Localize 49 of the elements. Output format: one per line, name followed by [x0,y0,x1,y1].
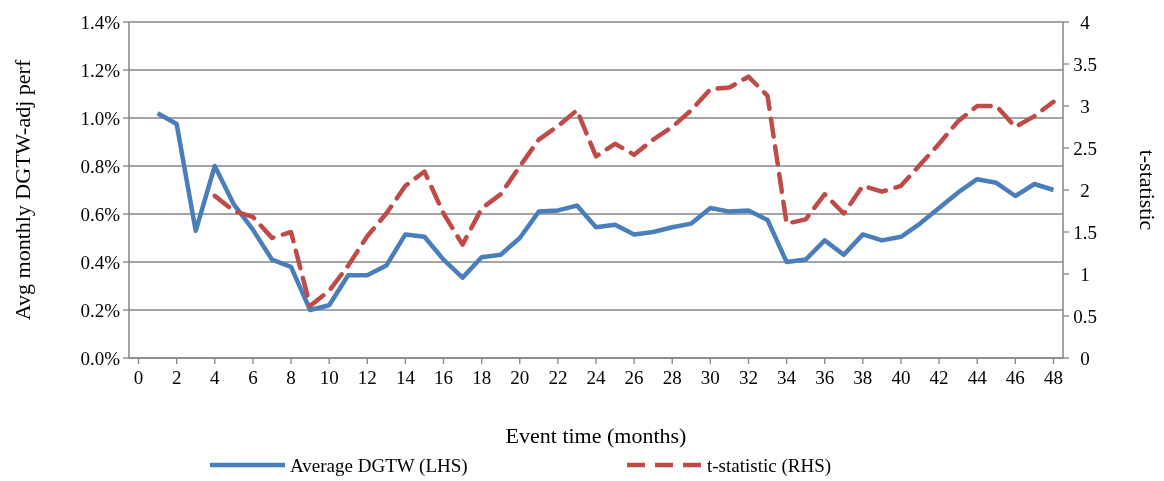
x-tick-label: 36 [815,367,835,388]
x-tick-label: 14 [395,367,416,388]
y-tick-label: 1.2% [80,59,121,81]
x-tick-label: 10 [319,367,339,388]
y2-tick-label: 0.5 [1073,305,1097,327]
line-series [155,110,1056,313]
x-tick-label: 30 [700,367,720,388]
x-tick-label: 48 [1043,367,1063,388]
y-tick-label: 0.8% [80,155,121,177]
x-tick-label: 40 [891,367,911,388]
x-tick-label: 20 [510,367,530,388]
x-tick-label: 28 [662,367,682,388]
x-tick-label: 32 [738,367,758,388]
x-tick-label: 34 [777,367,797,388]
x-tick-label: 4 [210,367,221,388]
y-tick-label: 0.6% [80,203,121,225]
x-tick-label: 42 [929,367,949,388]
y-axis-title: Avg monthly DGTW-adj perf [10,59,35,321]
x-tick-label: 16 [434,367,454,388]
x-axis-title: Event time (months) [505,423,687,448]
x-tick-label: 22 [548,367,568,388]
legend-label: Average DGTW (LHS) [290,454,468,477]
y2-tick-label: 4 [1080,11,1091,33]
y2-tick-label: 1.5 [1073,221,1097,243]
y2-tick-label: 2.5 [1073,137,1097,159]
y-tick-label: 0.2% [80,299,121,321]
legend-label: t-statistic (RHS) [707,454,832,477]
x-tick-label: 6 [248,367,258,388]
y2-tick-label: 0 [1080,347,1090,369]
x-tick-label: 26 [624,367,644,388]
y2-tick-label: 3.5 [1073,53,1097,75]
x-tick-label: 2 [171,367,182,388]
x-tick-label: 38 [853,367,873,388]
y-tick-label: 1.4% [80,11,121,33]
x-tick-label: 44 [967,367,988,388]
x-tick-label: 12 [357,367,377,388]
y2-tick-label: 2 [1080,179,1090,201]
x-tick-label: 0 [133,367,144,388]
y2-tick-label: 1 [1080,263,1090,285]
x-tick-label: 24 [586,367,606,388]
y2-axis-title: t-statistic [1135,149,1160,231]
x-tick-label: 46 [1005,367,1025,388]
y-tick-label: 1.0% [80,107,121,129]
x-tick-label: 18 [472,367,492,388]
line-series [212,74,1056,309]
x-tick-label: 8 [286,367,296,388]
y-tick-label: 0.4% [80,251,121,273]
y-tick-label: 0.0% [80,347,121,369]
y2-tick-label: 3 [1080,95,1090,117]
